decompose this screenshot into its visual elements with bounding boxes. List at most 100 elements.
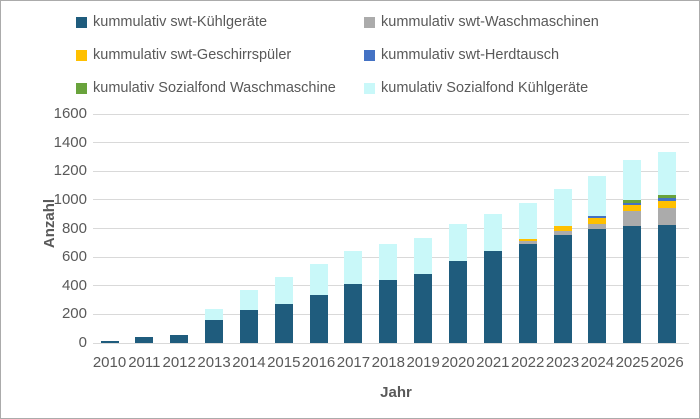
- bar-2018: [379, 244, 398, 343]
- x-axis-tick-label: 2025: [615, 354, 649, 371]
- bar-segment: [239, 310, 258, 343]
- bar-segment: [658, 198, 677, 201]
- y-axis-tick-label: 400: [61, 276, 87, 294]
- legend-item: kumulativ Sozialfond Kühlgeräte: [364, 81, 599, 96]
- bar-segment: [588, 228, 607, 343]
- x-axis-tick-label: 2022: [511, 354, 545, 371]
- bar-segment: [588, 176, 607, 216]
- bar-segment: [379, 280, 398, 343]
- bar-segment: [274, 303, 293, 343]
- bar-2019: [414, 237, 433, 343]
- legend-swatch-icon: [364, 17, 375, 28]
- bar-segment: [483, 250, 502, 343]
- legend-label: kummulativ swt-Waschmaschinen: [381, 14, 599, 30]
- bar-segment: [309, 295, 328, 343]
- bar-segment: [205, 320, 224, 343]
- bar-segment: [205, 308, 224, 321]
- x-axis-title: Jahr: [380, 384, 412, 401]
- bar-segment: [518, 238, 537, 242]
- bar-segment: [414, 274, 433, 343]
- bar-segment: [379, 244, 398, 281]
- bar-segment: [344, 284, 363, 343]
- bar-2026: [658, 151, 677, 343]
- bar-segment: [553, 230, 572, 235]
- bar-segment: [623, 226, 642, 343]
- x-axis-tick-label: 2010: [92, 354, 127, 371]
- y-axis-tick-label: 1000: [53, 190, 87, 208]
- legend-item: kummulativ swt-Geschirrspüler: [76, 48, 364, 63]
- x-axis-tick-label: 2012: [162, 354, 196, 371]
- bar-segment: [588, 217, 607, 224]
- bar-segment: [449, 224, 467, 261]
- y-axis-tick-label: 1600: [53, 105, 87, 122]
- x-axis-tick-label: 2023: [545, 354, 580, 371]
- legend-label: kummulativ swt-Geschirrspüler: [93, 47, 292, 63]
- bar-2021: [483, 214, 502, 343]
- gridline: [93, 228, 689, 229]
- bar-segment: [623, 204, 642, 212]
- gridline: [93, 142, 689, 144]
- legend-swatch-icon: [76, 17, 87, 28]
- bar-segment: [623, 211, 642, 227]
- bar-segment: [658, 151, 677, 195]
- bar-2017: [344, 250, 363, 343]
- bar-segment: [658, 194, 677, 199]
- plot-area: 0 200 400 600 800 1000 1200 1400 1600 2010 2011 201…: [54, 106, 689, 371]
- bar-2012: [170, 335, 189, 343]
- gridline: [93, 113, 689, 115]
- bar-2015: [274, 277, 293, 343]
- bar-segment: [170, 335, 189, 343]
- bar-segment: [658, 224, 677, 343]
- x-axis-tick-label: 2024: [580, 354, 615, 371]
- bar-segment: [414, 237, 433, 275]
- legend: kummulativ swt-Kühlgeräte kummulativ swt-…: [76, 15, 599, 114]
- bar-segment: [344, 250, 363, 285]
- x-axis-tick-label: 2017: [336, 354, 371, 371]
- bar-2016: [309, 264, 328, 343]
- gridline: [93, 199, 689, 201]
- legend-label: kummulativ swt-Herdtausch: [381, 47, 560, 63]
- bar-2025: [623, 159, 642, 343]
- bar-segment: [309, 264, 328, 296]
- bar-segment: [588, 215, 607, 218]
- bar-segment: [588, 223, 607, 229]
- y-axis-tick-label: 1200: [53, 162, 87, 180]
- bar-2020: [449, 224, 467, 343]
- x-axis-tick-label: 2014: [232, 354, 266, 371]
- x-axis-tick-label: 2018: [371, 354, 405, 371]
- bar-segment: [658, 200, 677, 208]
- y-axis-tick-label: 200: [61, 305, 87, 323]
- x-axis-tick-label: 2015: [267, 354, 301, 371]
- gridline: [93, 342, 689, 344]
- x-axis-tick-label: 2026: [650, 354, 684, 371]
- legend-item: kumulativ Sozialfond Waschmaschine: [76, 81, 364, 96]
- legend-swatch-icon: [364, 50, 375, 61]
- bar-segment: [553, 234, 572, 343]
- bar-segment: [274, 277, 293, 304]
- bar-segment: [518, 241, 537, 245]
- bar-2023: [553, 189, 572, 343]
- bar-segment: [518, 244, 537, 343]
- bar-segment: [518, 203, 537, 239]
- y-axis-tick-label: 1400: [53, 133, 87, 151]
- y-axis-tick-label: 800: [61, 219, 87, 237]
- y-axis-tick-label: 600: [61, 248, 87, 266]
- legend-label: kummulativ swt-Kühlgeräte: [93, 14, 268, 30]
- bar-segment: [483, 214, 502, 251]
- legend-swatch-icon: [364, 83, 375, 94]
- legend-item: kummulativ swt-Herdtausch: [364, 48, 599, 63]
- legend-swatch-icon: [76, 83, 87, 94]
- bar-segment: [658, 207, 677, 225]
- bar-segment: [623, 202, 642, 205]
- bar-segment: [623, 199, 642, 203]
- bar-segment: [239, 290, 258, 311]
- bar-segment: [553, 189, 572, 227]
- bar-2011: [135, 337, 154, 343]
- bar-2010: [100, 340, 119, 343]
- bar-2013: [205, 308, 224, 343]
- legend-item: kummulativ swt-Waschmaschinen: [364, 15, 599, 30]
- bar-segment: [623, 159, 642, 200]
- x-axis-tick-label: 2019: [406, 354, 440, 371]
- x-axis-tick-label: 2016: [301, 354, 336, 371]
- x-axis-tick-label: 2011: [128, 354, 161, 371]
